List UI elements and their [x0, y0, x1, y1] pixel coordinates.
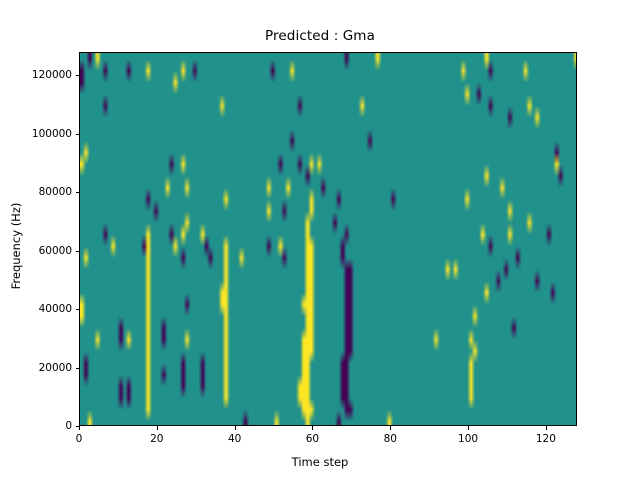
- heatmap-axes: [79, 52, 577, 426]
- x-axis-tick: [390, 426, 392, 430]
- chart-title: Predicted : Gma: [265, 28, 375, 44]
- y-axis-tick: [75, 426, 79, 427]
- y-axis-tick-label: 120000: [31, 69, 72, 82]
- x-axis-tick: [468, 426, 470, 430]
- x-axis-tick-label: 80: [383, 433, 397, 445]
- x-axis-tick-label: 60: [305, 433, 320, 445]
- x-axis-label: Time step: [291, 455, 349, 469]
- x-axis-tick-label: 20: [150, 433, 164, 445]
- y-axis-tick-label: 20000: [38, 361, 72, 374]
- x-axis-tick: [156, 426, 158, 430]
- x-axis-tick: [545, 426, 547, 430]
- heatmap-image: [80, 53, 576, 425]
- x-axis-tick-label: 40: [227, 433, 242, 445]
- x-axis-tick: [234, 426, 236, 430]
- x-axis-tick-label: 0: [75, 433, 83, 445]
- x-axis-tick-label: 100: [458, 433, 479, 445]
- x-axis-tick: [312, 426, 314, 430]
- x-axis-tick: [79, 426, 80, 430]
- y-axis-label: Frequency (Hz): [9, 202, 23, 290]
- x-axis-tick-label: 120: [535, 433, 556, 445]
- y-axis-tick-label: 0: [65, 420, 72, 432]
